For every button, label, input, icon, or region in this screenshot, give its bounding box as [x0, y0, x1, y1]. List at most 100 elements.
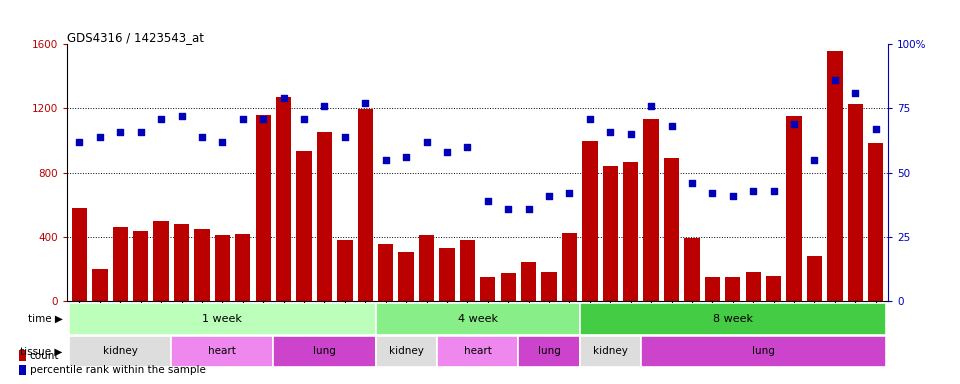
- Text: kidney: kidney: [593, 346, 628, 356]
- Bar: [766, 276, 781, 301]
- Bar: [92, 269, 108, 301]
- Point: [521, 206, 537, 212]
- Bar: [521, 262, 537, 301]
- Bar: [603, 166, 618, 301]
- Bar: [398, 252, 414, 301]
- Text: count: count: [30, 351, 60, 361]
- Text: 8 week: 8 week: [713, 314, 753, 324]
- Text: lung: lung: [313, 346, 336, 356]
- Bar: [746, 273, 761, 301]
- Text: 4 week: 4 week: [458, 314, 497, 324]
- Point: [603, 129, 618, 135]
- Bar: [276, 97, 291, 301]
- Text: 1 week: 1 week: [203, 314, 242, 324]
- Bar: [337, 240, 352, 301]
- Point: [194, 134, 209, 140]
- Point: [215, 139, 230, 145]
- Bar: [583, 141, 597, 301]
- Point: [828, 77, 843, 83]
- Bar: [828, 51, 843, 301]
- Bar: [437, 336, 518, 367]
- Point: [480, 198, 495, 204]
- Text: percentile rank within the sample: percentile rank within the sample: [30, 365, 205, 375]
- Text: lung: lung: [538, 346, 561, 356]
- Bar: [419, 235, 434, 301]
- Point: [766, 188, 781, 194]
- Bar: [378, 244, 394, 301]
- Point: [562, 190, 577, 197]
- Text: tissue ▶: tissue ▶: [20, 346, 62, 356]
- Bar: [440, 248, 455, 301]
- Bar: [72, 208, 87, 301]
- Point: [460, 144, 475, 150]
- Point: [317, 103, 332, 109]
- Bar: [154, 221, 169, 301]
- Point: [868, 126, 883, 132]
- Point: [664, 123, 680, 129]
- Point: [174, 113, 189, 119]
- Point: [92, 134, 108, 140]
- Bar: [19, 350, 26, 361]
- Point: [806, 157, 822, 163]
- Point: [440, 149, 455, 155]
- Point: [541, 193, 557, 199]
- Bar: [19, 365, 26, 376]
- Bar: [112, 227, 128, 301]
- Bar: [643, 119, 659, 301]
- Text: kidney: kidney: [389, 346, 423, 356]
- Text: lung: lung: [752, 346, 775, 356]
- Bar: [786, 116, 802, 301]
- Text: GDS4316 / 1423543_at: GDS4316 / 1423543_at: [67, 31, 204, 44]
- Bar: [358, 109, 372, 301]
- Point: [725, 193, 740, 199]
- Point: [378, 157, 394, 163]
- Bar: [848, 104, 863, 301]
- Point: [358, 100, 373, 106]
- Point: [419, 139, 434, 145]
- Bar: [194, 229, 209, 301]
- Point: [255, 116, 271, 122]
- Bar: [460, 240, 475, 301]
- Text: heart: heart: [208, 346, 236, 356]
- Bar: [375, 303, 580, 335]
- Bar: [174, 224, 189, 301]
- Point: [133, 129, 149, 135]
- Bar: [235, 234, 251, 301]
- Bar: [274, 336, 375, 367]
- Point: [643, 103, 659, 109]
- Bar: [725, 276, 740, 301]
- Bar: [500, 273, 516, 301]
- Text: time ▶: time ▶: [28, 314, 62, 324]
- Bar: [69, 303, 375, 335]
- Point: [154, 116, 169, 122]
- Bar: [317, 132, 332, 301]
- Text: heart: heart: [464, 346, 492, 356]
- Bar: [623, 162, 638, 301]
- Point: [623, 131, 638, 137]
- Bar: [705, 276, 720, 301]
- Point: [500, 206, 516, 212]
- Bar: [580, 336, 641, 367]
- Bar: [562, 233, 577, 301]
- Point: [112, 129, 128, 135]
- Bar: [664, 157, 680, 301]
- Point: [786, 121, 802, 127]
- Point: [746, 188, 761, 194]
- Point: [398, 154, 414, 161]
- Bar: [255, 115, 271, 301]
- Bar: [641, 336, 886, 367]
- Point: [582, 116, 597, 122]
- Bar: [480, 276, 495, 301]
- Point: [848, 90, 863, 96]
- Point: [684, 180, 700, 186]
- Point: [276, 95, 291, 101]
- Bar: [69, 336, 171, 367]
- Bar: [133, 231, 149, 301]
- Point: [72, 139, 87, 145]
- Bar: [375, 336, 437, 367]
- Bar: [806, 256, 822, 301]
- Bar: [171, 336, 274, 367]
- Point: [337, 134, 352, 140]
- Bar: [541, 272, 557, 301]
- Bar: [580, 303, 886, 335]
